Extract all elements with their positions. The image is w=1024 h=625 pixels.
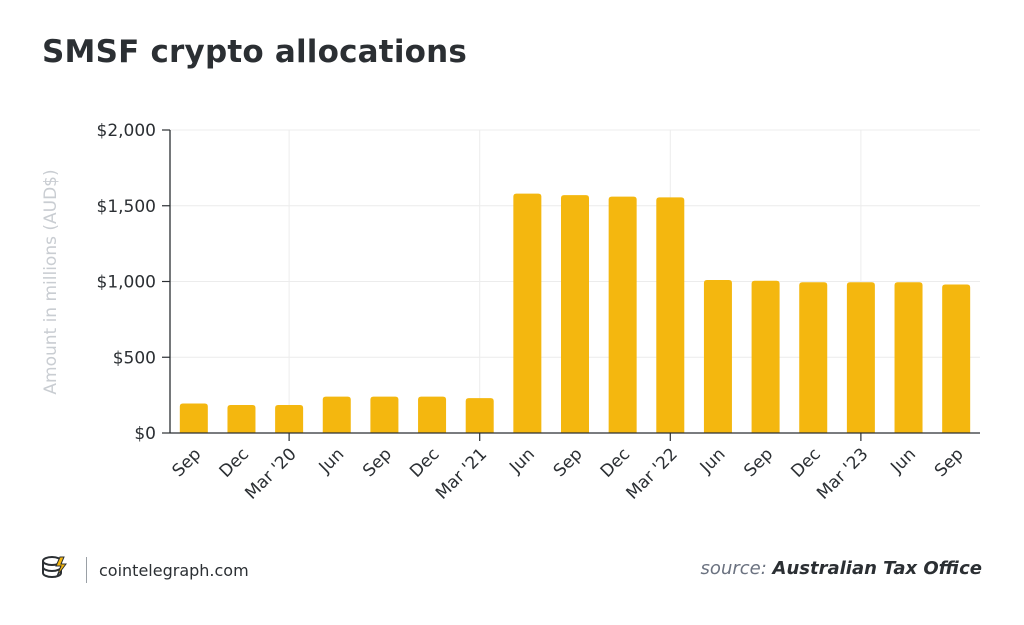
y-tick-label: $0 bbox=[134, 424, 156, 444]
bar bbox=[179, 403, 208, 433]
x-tick-label: Jun bbox=[886, 444, 920, 478]
axes bbox=[162, 129, 980, 441]
source-name: Australian Tax Office bbox=[772, 558, 982, 579]
x-tick-label: Mar '21 bbox=[432, 444, 491, 503]
x-tick-label: Sep bbox=[931, 444, 968, 481]
x-tick-label: Sep bbox=[169, 444, 206, 481]
y-tick-label: $500 bbox=[113, 348, 156, 368]
bar bbox=[608, 196, 637, 433]
x-tick-label: Sep bbox=[550, 444, 587, 481]
chart-title: SMSF crypto allocations bbox=[42, 34, 468, 70]
source-credit: source: Australian Tax Office bbox=[701, 558, 982, 579]
x-tick-label: Jun bbox=[505, 444, 539, 478]
bar bbox=[942, 284, 971, 433]
bar bbox=[894, 282, 923, 433]
source-prefix: source: bbox=[700, 558, 767, 579]
bar bbox=[370, 396, 399, 433]
bars bbox=[179, 193, 971, 433]
x-tick-label: Dec bbox=[406, 444, 443, 481]
y-tick-labels: $0 $500 $1,000 $1,500 $2,000 bbox=[97, 121, 156, 444]
bar bbox=[227, 404, 256, 433]
bar bbox=[513, 193, 542, 433]
footer-divider bbox=[86, 557, 87, 583]
bar bbox=[846, 282, 875, 433]
bar bbox=[322, 396, 351, 433]
bar bbox=[751, 280, 780, 433]
x-tick-label: Mar '23 bbox=[813, 444, 872, 503]
x-tick-label: Jun bbox=[696, 444, 730, 478]
brand-footer: cointelegraph.com bbox=[40, 553, 249, 587]
y-tick-label: $1,500 bbox=[97, 197, 156, 217]
brand-link[interactable]: cointelegraph.com bbox=[99, 560, 249, 580]
x-tick-label: Sep bbox=[359, 444, 396, 481]
y-axis-label: Amount in millions (AUD$) bbox=[41, 169, 61, 394]
x-tick-label: Mar '22 bbox=[623, 444, 682, 503]
x-tick-label: Dec bbox=[787, 444, 824, 481]
x-tick-label: Jun bbox=[315, 444, 349, 478]
bar bbox=[418, 396, 447, 433]
bar bbox=[656, 197, 685, 433]
bar bbox=[561, 195, 589, 433]
bar bbox=[275, 404, 304, 433]
bar bbox=[465, 398, 494, 433]
bar bbox=[703, 279, 732, 433]
y-tick-label: $1,000 bbox=[97, 273, 156, 293]
cointelegraph-logo-icon bbox=[40, 553, 70, 587]
bar bbox=[799, 282, 828, 433]
x-tick-label: Dec bbox=[216, 444, 253, 481]
x-tick-label: Dec bbox=[597, 444, 634, 481]
y-tick-label: $2,000 bbox=[97, 121, 156, 141]
x-tick-label: Sep bbox=[740, 444, 777, 481]
x-tick-label: Mar '20 bbox=[241, 444, 300, 503]
